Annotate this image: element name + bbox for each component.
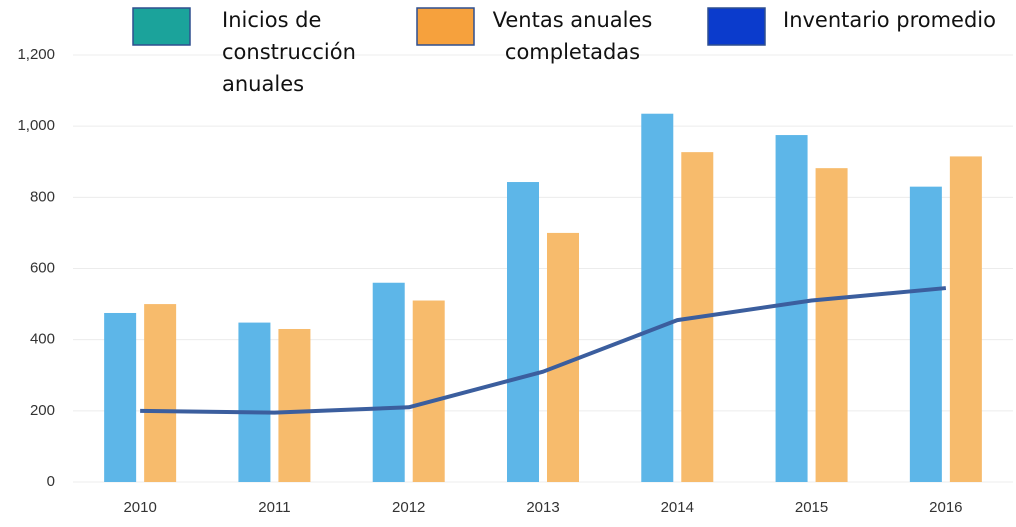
x-tick-label: 2016 [929, 499, 962, 516]
bar [278, 328, 311, 482]
bar [104, 312, 137, 482]
y-tick-label: 0 [47, 473, 55, 490]
legend-label: Inventario promedio [783, 8, 996, 32]
y-tick-label: 600 [30, 259, 55, 276]
x-tick-label: 2013 [526, 499, 559, 516]
bar [775, 135, 808, 482]
y-tick-label: 200 [30, 402, 55, 419]
x-tick-label: 2010 [123, 499, 156, 516]
bar [909, 186, 942, 483]
bar [372, 282, 405, 482]
bar [949, 156, 982, 482]
line [140, 286, 947, 415]
x-tick-label: 2011 [258, 499, 290, 516]
x-tick-label: 2012 [392, 499, 425, 516]
bar [547, 232, 579, 482]
bar [815, 168, 848, 482]
bar [238, 322, 271, 482]
bar [641, 113, 674, 483]
bar [507, 182, 539, 482]
legend-label: Ventas anuales completadas [492, 8, 653, 64]
x-tick-label: 2014 [661, 499, 694, 516]
y-tick-label: 400 [30, 331, 55, 348]
y-tick-label: 800 [30, 188, 55, 205]
legend-swatch [132, 7, 191, 46]
bar [412, 300, 445, 482]
bar [144, 304, 177, 482]
y-tick-label: 1,000 [17, 117, 55, 134]
legend-label: Inicios de construcción anuales [222, 8, 356, 96]
x-tick-label: 2015 [795, 499, 828, 516]
y-tick-label: 1,200 [17, 46, 55, 63]
legend-swatch [416, 7, 475, 46]
legend-swatch [707, 7, 766, 46]
